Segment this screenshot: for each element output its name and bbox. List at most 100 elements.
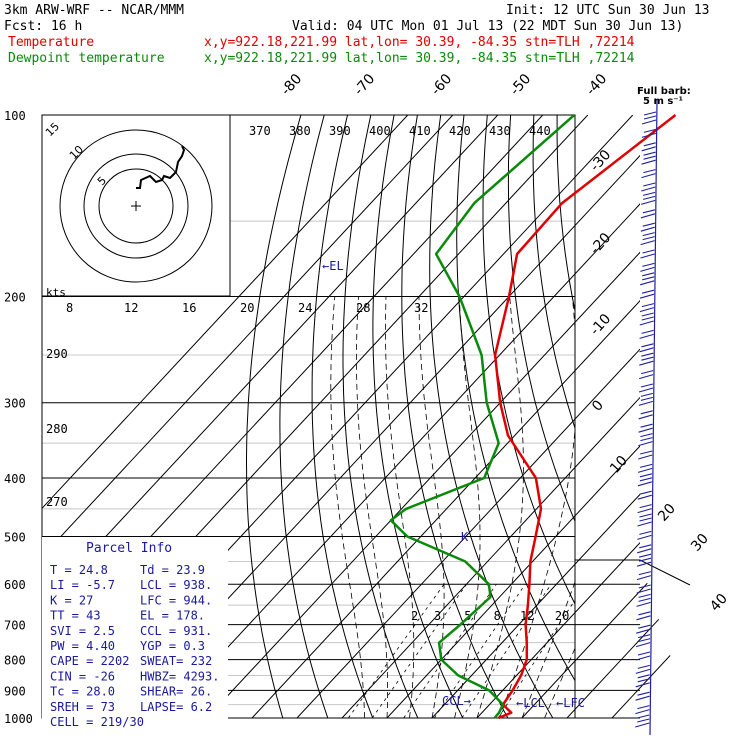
wind-barb: [641, 182, 656, 192]
wind-barb: [637, 490, 652, 500]
isobar-label: 800: [4, 654, 26, 668]
wind-barb: [636, 553, 652, 567]
isotherm-line: [42, 115, 499, 718]
dry-adiabat: [507, 115, 575, 718]
mixing-ratio-line: [461, 583, 552, 718]
wind-barb: [641, 128, 657, 138]
dry-adiabat: [429, 115, 554, 718]
wind-barb: [638, 410, 653, 420]
wind-barb: [640, 262, 655, 272]
isotherm-label: -80: [278, 71, 305, 99]
parcel-row-right: YGP = 0.3: [140, 639, 205, 653]
dry-adiabat: [401, 115, 509, 718]
isotherm-label: 0: [589, 397, 607, 414]
wind-barb: [637, 544, 652, 554]
el-marker: ←EL: [322, 259, 344, 273]
dry-adiabat: [674, 115, 740, 718]
wind-barb: [640, 232, 655, 246]
wind-barb: [636, 593, 651, 607]
parcel-row-left: SVI = 2.5: [50, 624, 115, 638]
parcel-row-left: PW = 4.40: [50, 639, 115, 653]
hodograph-speed-label: 20: [240, 301, 254, 315]
parcel-row-left: Tc = 28.0: [50, 685, 115, 699]
hodograph-ring: [59, 129, 213, 283]
parcel-row-left: CELL = 219/30: [50, 715, 144, 729]
temperature-legend: Temperature: [8, 35, 94, 50]
dry-adiabat: [580, 115, 740, 718]
theta-label: 410: [409, 124, 431, 138]
lcl-marker: ←LCL: [516, 696, 545, 710]
wind-barb: [635, 651, 651, 661]
wind-barb-staff-line: [649, 99, 658, 736]
mixing-ratio-line: [433, 583, 526, 718]
wind-barb: [635, 691, 650, 701]
isotherm-line: [161, 115, 690, 718]
parcel-row-left: CIN = -26: [50, 669, 115, 683]
hodograph-speed-label: 28: [356, 301, 370, 315]
dry-adiabat: [311, 115, 374, 718]
wind-barb: [637, 513, 652, 527]
theta-label: 440: [529, 124, 551, 138]
hodograph-trace: [136, 145, 186, 189]
wind-barb: [635, 705, 650, 715]
wind-barbs: [635, 99, 658, 736]
parcel-row-right: SWEAT= 232: [140, 654, 212, 668]
isotherm-line: [431, 115, 690, 718]
wind-barb: [640, 209, 656, 219]
temperature-profile: [493, 114, 677, 720]
parcel-row-right: LAPSE= 6.2: [140, 700, 212, 714]
wind-barb: [639, 352, 654, 366]
isotherm-label: -50: [507, 71, 534, 99]
dry-adiabat: [279, 115, 329, 718]
hodograph-speed-label: 32: [414, 301, 428, 315]
moist-adiabat: [521, 296, 575, 718]
moist-adiabat: [544, 296, 575, 718]
hodograph-speed-label: 12: [124, 301, 138, 315]
wind-barb: [635, 664, 651, 674]
isobar-label: 500: [4, 530, 26, 544]
isobar-label: 1000: [4, 712, 33, 726]
wind-barb: [640, 272, 655, 286]
parcel-row-left: T = 24.8: [50, 563, 108, 577]
parcel-info-title: Parcel Info: [86, 541, 172, 556]
valid-time: Valid: 04 UTC Mon 01 Jul 13 (22 MDT Sun …: [292, 19, 683, 34]
wind-barb: [641, 142, 656, 152]
moist-adiabat: [499, 296, 575, 718]
hodograph-unit: kts: [46, 286, 66, 299]
temperature-location: x,y=922.18,221.99 lat,lon= 30.39, -84.35…: [204, 35, 635, 50]
isotherm-label: -40: [583, 71, 610, 99]
mixing-ratio-line: [371, 583, 468, 718]
isotherm-label: -20: [587, 230, 614, 258]
barb-key-unit: 5 m s⁻¹: [643, 96, 683, 107]
parcel-row-left: K = 27: [50, 593, 93, 607]
lfc-marker: ←LFC: [556, 696, 585, 710]
mixing-ratio-label: 8: [494, 609, 501, 623]
mixing-ratio-label: 5: [464, 609, 471, 623]
dry-adiabat: [650, 115, 740, 718]
wind-barb: [636, 584, 651, 594]
wind-barb: [637, 473, 653, 487]
wind-barb: [638, 370, 654, 380]
theta-label: 370: [249, 124, 271, 138]
wind-barb: [638, 383, 654, 393]
init-time: Init: 12 UTC Sun 30 Jun 13: [506, 3, 710, 18]
moist-adiabat: [356, 296, 389, 718]
theta-label: 430: [489, 124, 511, 138]
wind-barb: [640, 249, 655, 259]
isotherm-label: -60: [428, 71, 455, 99]
wind-barb: [638, 433, 653, 447]
wind-barb: [641, 169, 656, 179]
parcel-row-right: SHEAR= 26.: [140, 685, 212, 699]
hodograph-ring: [83, 153, 189, 259]
wind-barb: [636, 571, 652, 581]
parcel-row-right: CCL = 931.: [140, 624, 212, 638]
wind-barb: [641, 111, 657, 125]
wind-barb: [636, 624, 651, 634]
wind-barb: [639, 343, 654, 353]
isotherm-line: [386, 115, 690, 718]
wind-barb: [638, 450, 653, 460]
parcel-row-left: CAPE = 2202: [50, 654, 129, 668]
mixing-ratio-line: [497, 583, 575, 718]
